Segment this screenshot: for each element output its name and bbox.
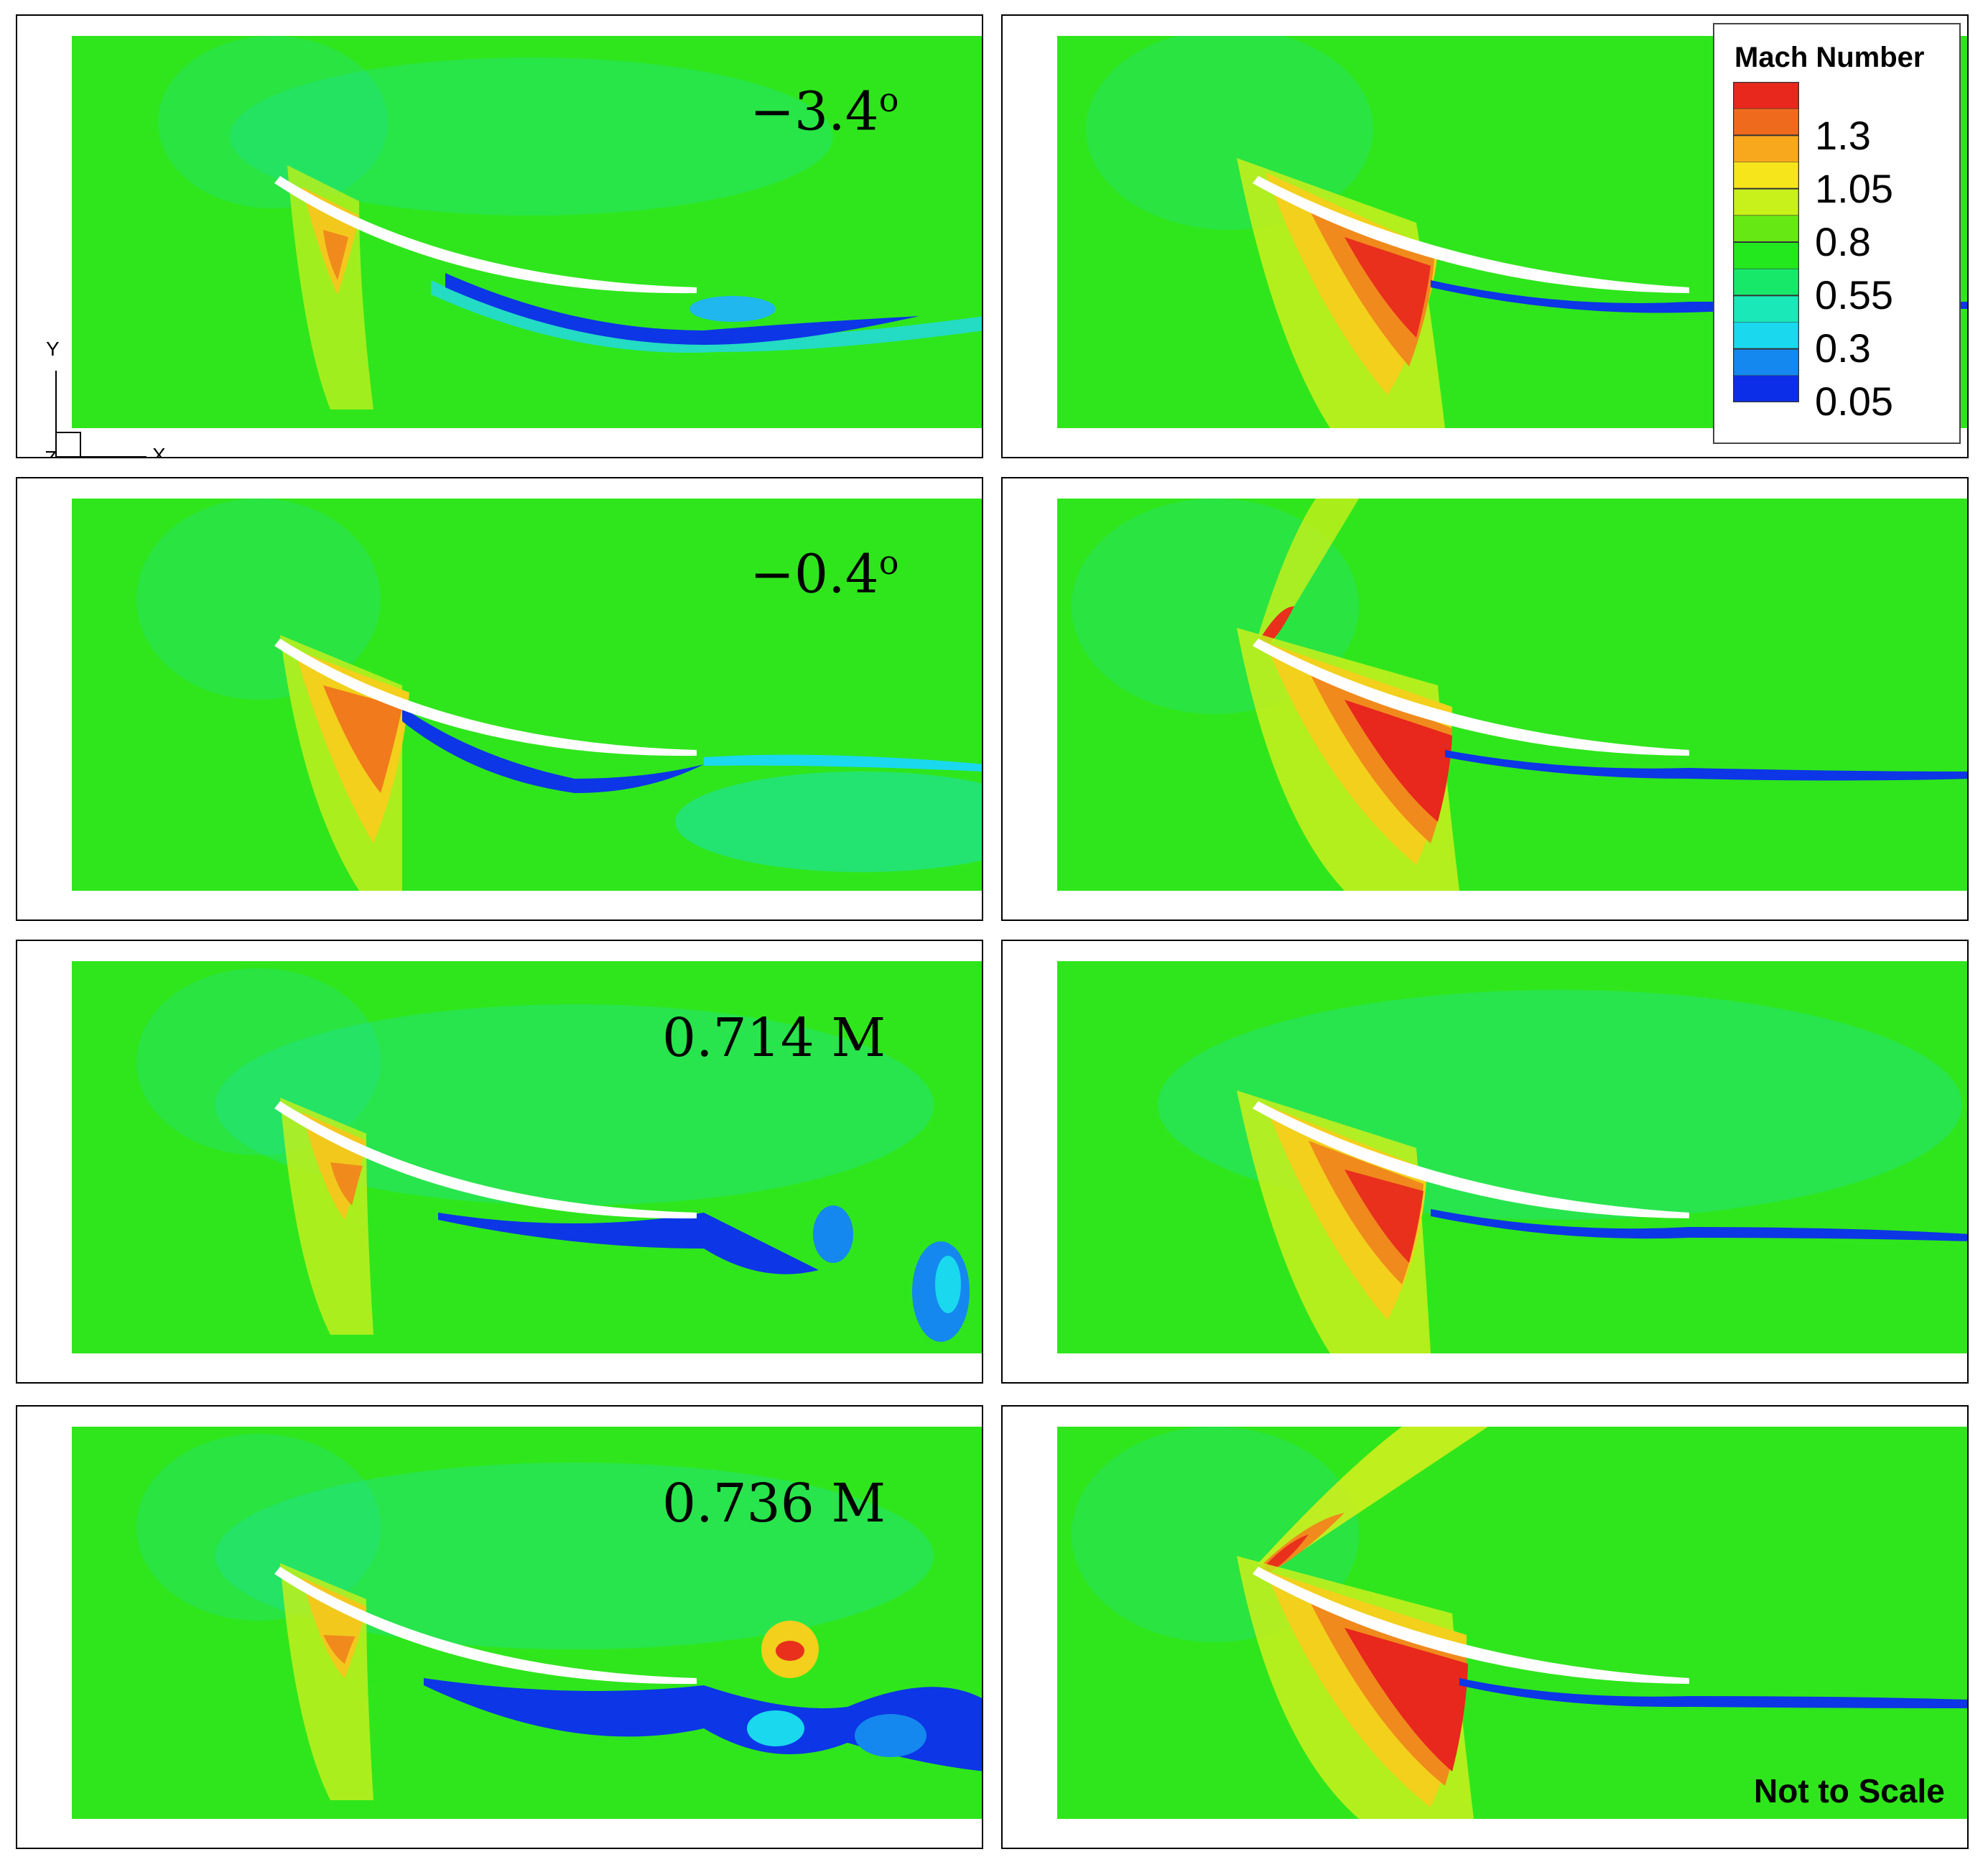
panel-label-mach-1: 0.714 M: [662, 1007, 886, 1069]
mach-contour-field: [72, 499, 982, 891]
angle-value: −3.4: [750, 80, 879, 143]
legend-color-band: [1733, 242, 1799, 269]
panel-row4-right: [1001, 1405, 1969, 1849]
panel-row3-left: 0.714 M: [16, 940, 983, 1384]
legend-tick: 0.3: [1815, 325, 1871, 371]
legend-bar-border: [1733, 82, 1799, 402]
legend-color-band: [1733, 269, 1799, 296]
legend-color-band: [1733, 348, 1799, 376]
angle-value: −0.4: [750, 543, 879, 606]
degree-sup: o: [878, 543, 899, 582]
legend-color-band: [1733, 162, 1799, 190]
panel-row3-right: [1001, 940, 1969, 1384]
panel-row1-left: −3.4o Y X Z: [16, 14, 983, 458]
legend-color-bar: [1733, 82, 1799, 402]
legend-color-band: [1733, 108, 1799, 136]
panel-row2-right: [1001, 477, 1969, 921]
mach-contour-field: [1057, 1427, 1967, 1819]
panel-label-mach-2: 0.736 M: [662, 1473, 886, 1534]
axis-y-label: Y: [46, 338, 60, 360]
legend-tick: 0.05: [1815, 379, 1893, 424]
panel-label-angle-1: −3.4o: [750, 80, 898, 143]
legend-title: Mach Number: [1734, 42, 1925, 73]
mach-contour-field: [1057, 961, 1967, 1353]
legend-tick: 1.3: [1815, 113, 1871, 158]
legend-color-band: [1733, 135, 1799, 162]
legend-tick: 0.8: [1815, 219, 1871, 264]
legend-color-band: [1733, 295, 1799, 323]
legend-tick: 0.55: [1815, 272, 1893, 318]
mach-legend: Mach Number 1.3 1.05 0.8 0.55 0.3 0.05: [1713, 23, 1961, 444]
panel-label-angle-2: −0.4o: [750, 543, 898, 606]
degree-sup: o: [878, 80, 899, 119]
mach-contour-field: [72, 961, 982, 1353]
legend-color-band: [1733, 188, 1799, 216]
coordinate-axes: Y X Z: [39, 335, 166, 458]
legend-tick: 1.05: [1815, 166, 1893, 211]
mach-contour-field: [1057, 499, 1967, 891]
legend-color-band: [1733, 322, 1799, 350]
mach-contour-field: [72, 1427, 982, 1819]
mach-contour-field: [72, 36, 982, 428]
panel-row4-left: 0.736 M: [16, 1405, 983, 1849]
scale-note: Not to Scale: [1754, 1772, 1945, 1810]
legend-color-band: [1733, 215, 1799, 243]
axis-x-label: X: [152, 444, 166, 458]
panel-row2-left: −0.4o: [16, 477, 983, 921]
legend-color-band: [1733, 375, 1799, 402]
legend-color-band: [1733, 82, 1799, 109]
axis-z-label: Z: [45, 447, 57, 458]
